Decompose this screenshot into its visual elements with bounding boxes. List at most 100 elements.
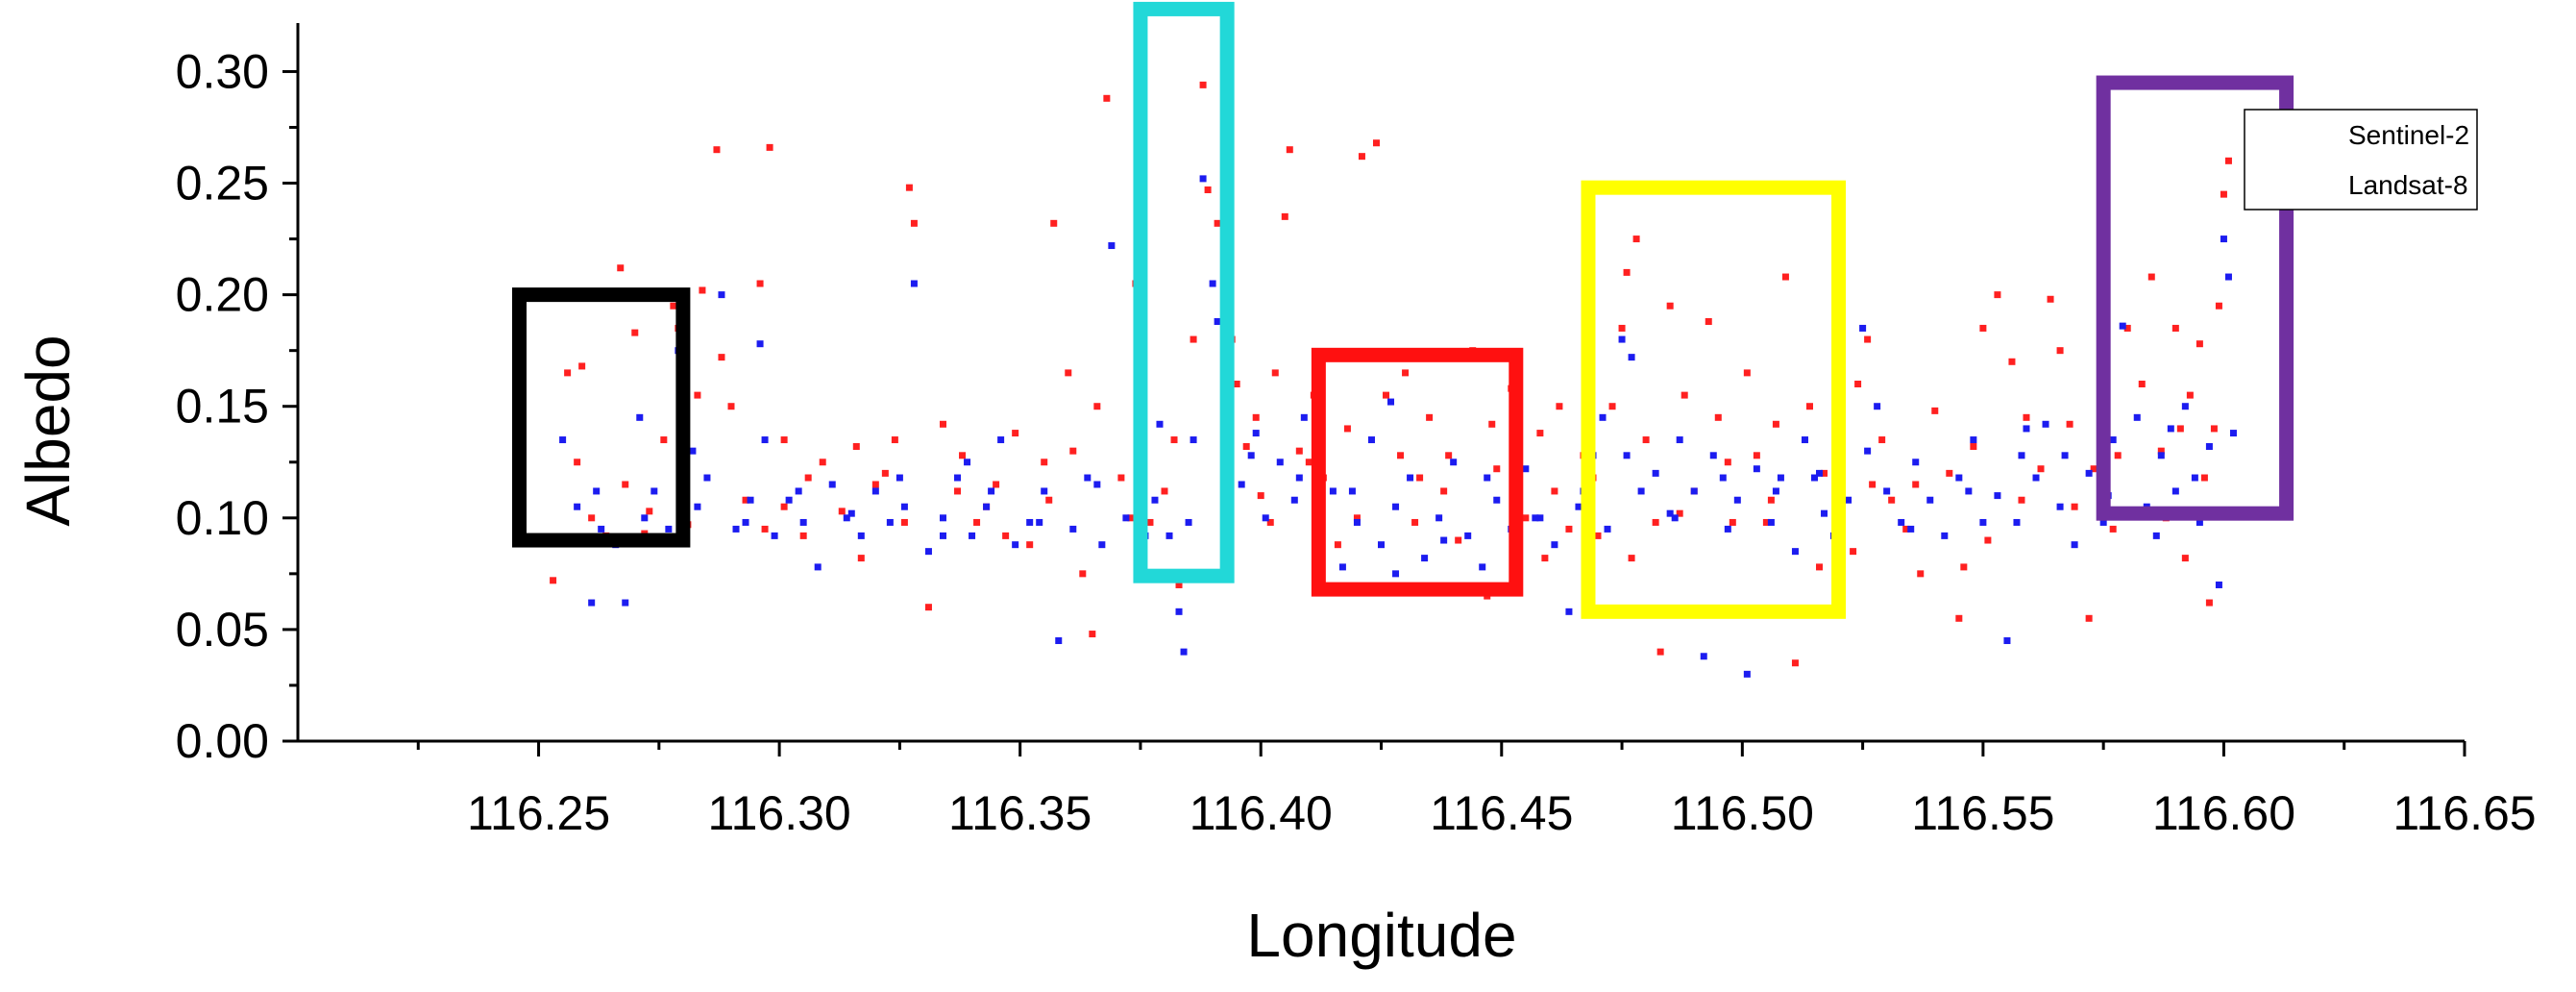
highlight-box-3 <box>1311 347 1524 597</box>
data-point <box>1450 459 1458 466</box>
data-point <box>1440 487 1448 495</box>
data-point <box>1791 548 1799 556</box>
data-point <box>1608 403 1616 410</box>
data-point <box>954 487 962 495</box>
data-point <box>1012 430 1019 437</box>
data-point <box>1479 563 1486 571</box>
data-point <box>1946 469 1953 477</box>
data-point <box>1055 637 1063 645</box>
data-point <box>559 436 567 444</box>
data-point <box>1161 487 1168 495</box>
data-point <box>1286 146 1293 154</box>
data-point <box>1979 324 1987 332</box>
data-point <box>1960 563 1968 571</box>
data-point <box>1484 474 1491 482</box>
data-point <box>2003 637 2011 645</box>
data-point <box>1666 302 1674 310</box>
data-point <box>1372 139 1380 147</box>
data-point <box>1252 430 1260 437</box>
data-point <box>1522 465 1530 473</box>
data-point <box>954 474 962 482</box>
data-point <box>1204 186 1212 193</box>
data-point <box>988 487 995 495</box>
x-tick-label: 116.30 <box>708 786 851 840</box>
data-point <box>1791 659 1799 667</box>
data-point <box>2109 436 2117 444</box>
data-point <box>1753 465 1760 473</box>
data-point <box>1488 420 1496 428</box>
data-point <box>1402 369 1410 377</box>
data-point <box>660 436 668 444</box>
data-point <box>1753 452 1760 459</box>
data-point <box>1440 536 1448 544</box>
data-point <box>1869 481 1877 488</box>
data-point <box>2171 487 2179 495</box>
x-tick-label: 116.35 <box>948 786 1092 840</box>
data-point <box>1348 487 1356 495</box>
y-tick-label: 0.25 <box>176 157 269 211</box>
legend-box <box>2244 109 2478 211</box>
data-point <box>1556 403 1563 410</box>
data-point <box>1628 354 1635 361</box>
data-point <box>1733 496 1741 504</box>
data-point <box>1565 608 1573 615</box>
data-point <box>1536 430 1544 437</box>
data-point <box>1392 503 1400 510</box>
data-point <box>2138 381 2146 387</box>
data-point <box>1242 443 1250 451</box>
data-point <box>1955 614 1963 622</box>
data-point <box>1926 496 1934 504</box>
data-point <box>1902 525 1910 533</box>
data-point <box>1714 413 1722 421</box>
data-point <box>1652 469 1659 477</box>
data-point <box>969 532 976 539</box>
data-point <box>1329 487 1337 495</box>
data-point <box>1618 335 1626 343</box>
data-point <box>2157 447 2165 455</box>
data-point <box>1551 487 1558 495</box>
data-point <box>1185 518 1192 526</box>
data-point <box>993 481 1000 488</box>
data-point <box>756 280 764 287</box>
data-point <box>650 487 658 495</box>
data-point <box>895 474 903 482</box>
data-point <box>1392 570 1400 578</box>
y-tick-label: 0.10 <box>176 491 269 545</box>
data-point <box>1093 403 1101 410</box>
data-point <box>1262 514 1269 522</box>
data-point <box>1343 425 1351 433</box>
data-point <box>1252 413 1260 421</box>
data-point <box>1383 391 1390 399</box>
data-point <box>2018 452 2025 459</box>
data-point <box>2042 420 2049 428</box>
data-point <box>588 599 596 607</box>
data-point <box>1912 481 1920 488</box>
data-point <box>1724 525 1731 533</box>
data-point <box>1676 436 1683 444</box>
data-point <box>1599 413 1607 421</box>
data-point <box>2186 391 2194 399</box>
data-point <box>1455 536 1462 544</box>
data-point <box>1845 496 1852 504</box>
data-point <box>1912 459 1920 466</box>
data-point <box>1965 487 1973 495</box>
data-point <box>2191 474 2198 482</box>
data-point <box>1729 518 1736 526</box>
data-point <box>1666 509 1674 517</box>
data-point <box>1632 236 1640 243</box>
data-point <box>1970 436 1977 444</box>
data-point <box>550 577 557 584</box>
data-point <box>1850 548 1857 556</box>
data-point <box>1642 436 1650 444</box>
data-point <box>983 503 991 510</box>
data-point <box>598 525 605 533</box>
data-point <box>1233 381 1240 387</box>
data-point <box>1036 518 1043 526</box>
data-point <box>924 604 932 611</box>
y-tick-label: 0.15 <box>176 380 269 434</box>
data-point <box>1816 469 1824 477</box>
data-point <box>2171 324 2179 332</box>
data-point <box>2099 518 2107 526</box>
x-tick-label: 116.25 <box>467 786 610 840</box>
data-point <box>2090 465 2098 473</box>
